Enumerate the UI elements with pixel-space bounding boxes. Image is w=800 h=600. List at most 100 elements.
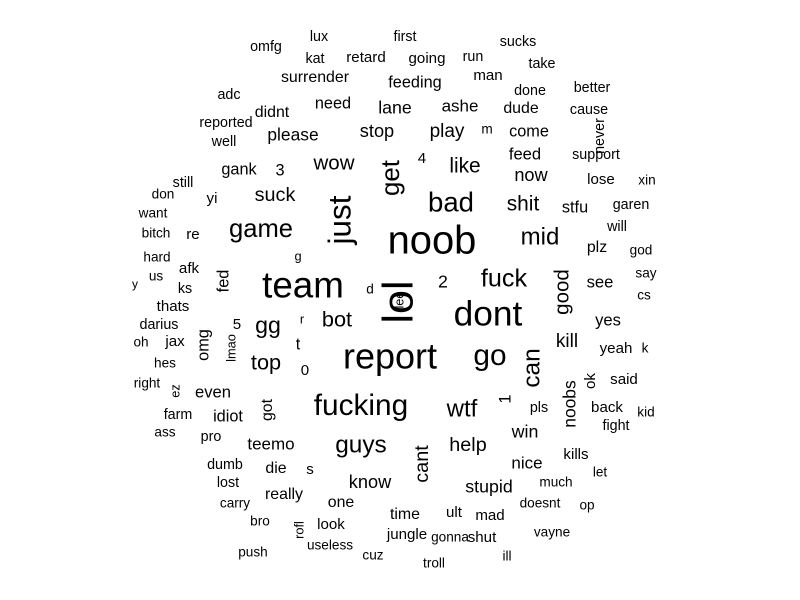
cloud-word-just: just — [322, 195, 357, 245]
cloud-word-fight: fight — [602, 418, 629, 434]
cloud-word-mid: mid — [521, 223, 560, 250]
cloud-word-know: know — [349, 472, 392, 492]
cloud-word-lol: lol — [374, 280, 422, 323]
cloud-word-push: push — [238, 545, 267, 560]
cloud-word-really: really — [265, 486, 303, 503]
cloud-word-garen: garen — [613, 197, 650, 213]
cloud-word-bad: bad — [428, 186, 474, 217]
cloud-word-can: can — [518, 348, 545, 387]
cloud-word-darius: darius — [140, 317, 179, 333]
cloud-word-sucks: sucks — [500, 34, 537, 50]
cloud-word-bot: bot — [322, 307, 352, 332]
cloud-word-y: y — [132, 277, 138, 291]
cloud-word-kid: kid — [637, 405, 654, 420]
cloud-word-retard: retard — [346, 49, 385, 66]
cloud-word-pls: pls — [530, 400, 548, 416]
cloud-word-much: much — [539, 475, 572, 490]
cloud-word-play: play — [430, 121, 465, 142]
cloud-word-teemo: teemo — [247, 434, 294, 453]
cloud-word-wow: wow — [312, 151, 354, 174]
cloud-word-yeah: yeah — [600, 340, 633, 357]
cloud-word-god: god — [630, 243, 653, 258]
cloud-word-top: top — [251, 350, 281, 375]
cloud-word-now: now — [514, 165, 548, 185]
cloud-word-don: don — [152, 187, 175, 202]
cloud-word-one: one — [328, 494, 355, 511]
cloud-word-still: still — [173, 175, 194, 191]
cloud-word-guys: guys — [335, 431, 387, 458]
cloud-word-fed: fed — [214, 270, 232, 293]
cloud-word-first: first — [393, 29, 416, 45]
cloud-word-man: man — [473, 67, 502, 84]
cloud-word-stupid: stupid — [465, 477, 512, 497]
cloud-word-hard: hard — [143, 250, 170, 265]
cloud-word-noobs: noobs — [560, 380, 580, 428]
cloud-word-doesnt: doesnt — [520, 496, 561, 511]
cloud-word-rofl: rofl — [291, 521, 306, 539]
cloud-word-will: will — [606, 219, 627, 235]
cloud-word-run: run — [463, 49, 484, 65]
cloud-word-kill: kill — [556, 331, 578, 352]
cloud-word-dude: dude — [503, 100, 539, 117]
cloud-word-ashe: ashe — [442, 96, 479, 115]
cloud-word-lee: lee — [391, 291, 406, 308]
cloud-word-let: let — [593, 465, 608, 480]
cloud-word-cs: cs — [637, 288, 651, 303]
cloud-word-take: take — [528, 56, 555, 72]
cloud-word-0: 0 — [301, 362, 309, 379]
cloud-word-done: done — [514, 83, 546, 99]
cloud-word-nice: nice — [511, 453, 542, 472]
cloud-word-vayne: vayne — [534, 525, 570, 540]
cloud-word-t: t — [296, 335, 301, 353]
cloud-word-ez: ez — [167, 384, 182, 398]
cloud-word-re: re — [186, 226, 199, 243]
cloud-word-want: want — [138, 206, 168, 221]
cloud-word-carry: carry — [220, 496, 250, 511]
cloud-word-jax: jax — [164, 333, 185, 350]
cloud-word-bitch: bitch — [142, 226, 171, 241]
cloud-word-right: right — [134, 376, 161, 391]
cloud-word-lmao: lmao — [223, 334, 238, 362]
cloud-word-ult: ult — [446, 504, 463, 521]
cloud-word-gank: gank — [221, 160, 257, 178]
cloud-word-shut: shut — [468, 529, 497, 546]
cloud-word-op: op — [579, 498, 594, 513]
cloud-word-ok: ok — [582, 373, 599, 389]
cloud-word-surrender: surrender — [281, 69, 350, 86]
cloud-word-k: k — [642, 341, 649, 356]
cloud-word-jungle: jungle — [386, 526, 427, 543]
cloud-word-see: see — [587, 272, 614, 291]
cloud-word-lost: lost — [217, 475, 239, 491]
cloud-word-support: support — [572, 147, 620, 163]
cloud-word-dumb: dumb — [207, 457, 243, 473]
cloud-word-gg: gg — [255, 312, 281, 338]
cloud-word-afk: afk — [179, 260, 200, 277]
cloud-word-stop: stop — [360, 121, 394, 141]
cloud-word-lose: lose — [587, 171, 615, 188]
cloud-word-reported: reported — [199, 115, 252, 131]
cloud-word-need: need — [315, 94, 351, 112]
cloud-word-ks: ks — [178, 281, 192, 297]
cloud-word-bro: bro — [250, 514, 270, 529]
cloud-word-1: 1 — [495, 394, 514, 403]
cloud-word-suck: suck — [255, 184, 296, 206]
cloud-word-s: s — [306, 461, 314, 478]
cloud-word-even: even — [195, 382, 231, 401]
cloud-word-game: game — [229, 215, 293, 243]
cloud-word-like: like — [449, 155, 480, 178]
cloud-word-gonna: gonna — [431, 530, 469, 545]
cloud-word-back: back — [591, 399, 623, 416]
cloud-word-help: help — [449, 434, 486, 456]
cloud-word-useless: useless — [307, 538, 353, 553]
cloud-word-going: going — [409, 50, 446, 67]
cloud-word-farm: farm — [164, 407, 193, 423]
cloud-word-good: good — [550, 269, 573, 315]
cloud-word-yes: yes — [595, 310, 621, 329]
cloud-word-fuck: fuck — [481, 265, 528, 293]
cloud-word-say: say — [635, 266, 656, 281]
cloud-word-g: g — [294, 248, 301, 263]
cloud-word-lane: lane — [378, 98, 412, 118]
cloud-word-troll: troll — [423, 556, 445, 571]
cloud-word-wtf: wtf — [446, 395, 478, 422]
cloud-word-lux: lux — [310, 29, 328, 45]
